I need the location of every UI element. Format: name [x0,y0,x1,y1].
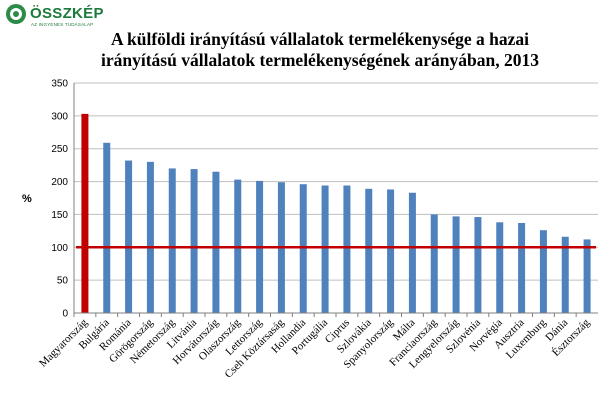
logo-tagline: AZ INGYENES TUDÁSALAP [31,22,94,27]
bar [387,189,395,313]
bar [321,185,329,313]
bar [190,169,198,313]
bar [583,239,591,313]
bar [146,161,154,313]
bar [299,184,307,313]
y-tick-label: 200 [51,177,68,188]
logo-name: ÖSSZKÉP [30,5,104,22]
bar [496,222,504,313]
bar [408,192,416,313]
y-tick-label: 100 [51,243,68,254]
y-tick-label: 150 [51,210,68,221]
y-tick-label: 50 [57,276,69,287]
bar [518,222,526,313]
bar [539,230,547,313]
chart-title-line-1: A külföldi irányítású vállalatok termelé… [110,29,530,49]
bar [212,171,220,313]
bar [343,185,351,313]
y-tick-label: 0 [62,309,68,320]
osszkep-logo: ÖSSZKÉP AZ INGYENES TUDÁSALAP [4,2,103,28]
logo-emblem-icon [6,4,26,24]
bar [125,160,133,313]
bar [561,236,569,313]
bar [474,217,482,313]
y-tick-label: 250 [51,144,68,155]
bar [452,216,460,313]
y-axis-label: % [22,193,32,205]
bar [81,113,89,313]
bar [103,142,111,313]
y-tick-label: 300 [51,111,68,122]
chart-title-line-2: irányítású vállalatok termelékenységének… [101,50,539,70]
y-tick-label: 350 [51,79,68,90]
bar [365,188,373,313]
bar [168,168,176,313]
chart-title: A külföldi irányítású vállalatok termelé… [40,29,600,71]
bar [430,214,438,313]
